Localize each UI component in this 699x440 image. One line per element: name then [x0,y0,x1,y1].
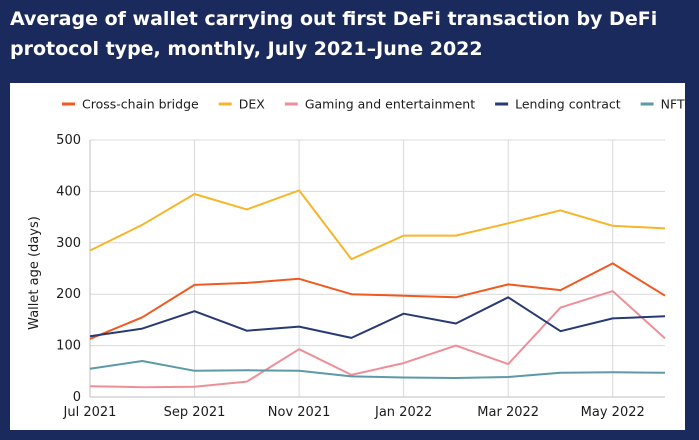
x-tick-label: Jan 2022 [374,405,432,420]
legend-label: NFT [661,97,685,112]
series-line-dex [89,189,666,261]
y-tick-label: 300 [56,236,81,251]
chart-title: Average of wallet carrying out first DeF… [10,8,658,60]
x-tick-label: Mar 2022 [477,405,539,420]
y-tick-label: 200 [56,287,81,302]
y-tick-label: 0 [73,390,81,405]
legend: Cross-chain bridge DEX Gaming and entertai… [62,97,685,112]
x-tick-label: Jul 2021 [63,405,117,420]
series-line-cross-chain-bridge [89,262,666,340]
legend-label: Lending contract [515,97,621,112]
y-tick-label: 500 [56,133,81,148]
chart-panel: Jul 2021 Sep 2021 Nov 2021 Jan 2022 Mar 2022… [10,83,685,430]
axes [89,140,665,398]
series-line-nft [89,360,666,379]
line-chart: Jul 2021 Sep 2021 Nov 2021 Jan 2022 Mar 2022… [27,97,685,421]
legend-label: Gaming and entertainment [305,97,475,112]
y-tick-label: 100 [56,339,81,354]
x-axis-ticks: Jul 2021 Sep 2021 Nov 2021 Jan 2022 Mar 2022… [63,405,645,420]
series-line-lending-contract [89,296,666,339]
x-tick-label: May 2022 [581,405,645,420]
y-axis-title: Wallet age (days) [27,216,42,330]
legend-label: Cross-chain bridge [82,97,199,112]
y-axis-ticks: 0 100 200 300 400 500 [56,133,81,405]
series-lines [89,189,666,389]
x-tick-label: Sep 2021 [164,405,226,420]
series-line-gaming-and-entertainment [89,290,666,389]
y-tick-label: 400 [56,184,81,199]
grid [90,139,665,397]
legend-label: DEX [239,97,266,112]
x-tick-label: Nov 2021 [268,405,331,420]
